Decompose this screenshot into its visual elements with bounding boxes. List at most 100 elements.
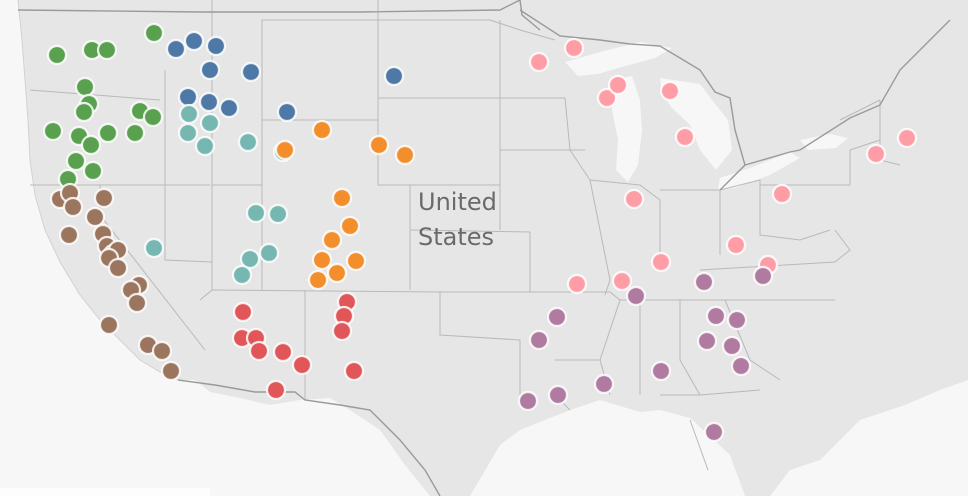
map-marker-teal-8[interactable]	[267, 203, 289, 225]
map-marker-brown-5[interactable]	[84, 206, 106, 228]
map-marker-purple-2[interactable]	[752, 265, 774, 287]
map-marker-orange-8[interactable]	[311, 249, 333, 271]
map-marker-orange-1[interactable]	[311, 119, 333, 141]
map-marker-blue-4[interactable]	[199, 59, 221, 81]
map-marker-orange-2[interactable]	[274, 139, 296, 161]
map-marker-orange-10[interactable]	[326, 262, 348, 284]
map-marker-red-8[interactable]	[272, 341, 294, 363]
map-marker-pink-9[interactable]	[771, 183, 793, 205]
map-marker-pink-11[interactable]	[725, 234, 747, 256]
map-marker-green-4[interactable]	[143, 22, 165, 44]
map-marker-purple-7[interactable]	[528, 329, 550, 351]
map-marker-green-10[interactable]	[42, 120, 64, 142]
map-marker-orange-5[interactable]	[331, 187, 353, 209]
map-marker-brown-3[interactable]	[62, 196, 84, 218]
map-marker-purple-5[interactable]	[705, 305, 727, 327]
map-marker-orange-7[interactable]	[321, 229, 343, 251]
map-marker-pink-12[interactable]	[650, 251, 672, 273]
map-marker-pink-5[interactable]	[659, 80, 681, 102]
map-marker-brown-12[interactable]	[107, 257, 129, 279]
map-marker-green-5[interactable]	[74, 76, 96, 98]
map-marker-purple-13[interactable]	[547, 384, 569, 406]
map-marker-orange-4[interactable]	[394, 144, 416, 166]
lake-erie	[718, 152, 800, 190]
map-marker-blue-8[interactable]	[198, 91, 220, 113]
map-marker-purple-9[interactable]	[721, 335, 743, 357]
map-marker-brown-18[interactable]	[151, 340, 173, 362]
map-marker-blue-9[interactable]	[218, 97, 240, 119]
map-marker-teal-11[interactable]	[239, 248, 261, 270]
pacific-coastline	[17, 0, 179, 381]
map-marker-blue-6[interactable]	[383, 65, 405, 87]
national-borders	[17, 0, 951, 496]
map-marker-pink-7[interactable]	[896, 127, 918, 149]
map-marker-purple-4[interactable]	[546, 306, 568, 328]
map-marker-teal-5[interactable]	[237, 131, 259, 153]
map-marker-brown-4[interactable]	[93, 187, 115, 209]
map-marker-purple-11[interactable]	[650, 360, 672, 382]
map-marker-red-6[interactable]	[331, 320, 353, 342]
map-marker-orange-9[interactable]	[345, 250, 367, 272]
map-marker-pink-1[interactable]	[528, 51, 550, 73]
map-marker-orange-11[interactable]	[307, 269, 329, 291]
map-marker-orange-6[interactable]	[339, 215, 361, 237]
map-marker-purple-15[interactable]	[703, 421, 725, 443]
map-marker-red-11[interactable]	[265, 379, 287, 401]
map-marker-teal-3[interactable]	[177, 122, 199, 144]
map-marker-blue-2[interactable]	[183, 30, 205, 52]
map-marker-green-1[interactable]	[46, 44, 68, 66]
map-marker-red-7[interactable]	[248, 340, 270, 362]
map-marker-teal-12[interactable]	[231, 264, 253, 286]
map-marker-teal-10[interactable]	[258, 242, 280, 264]
map-marker-blue-3[interactable]	[205, 35, 227, 57]
attribution-bar	[0, 488, 210, 496]
map-marker-teal-2[interactable]	[199, 112, 221, 134]
state-boundaries	[29, 0, 901, 471]
map-marker-purple-8[interactable]	[696, 330, 718, 352]
map-marker-orange-3[interactable]	[368, 134, 390, 156]
country-label-line2: States	[418, 223, 494, 251]
map-marker-green-9[interactable]	[142, 106, 164, 128]
map-marker-green-7[interactable]	[73, 101, 95, 123]
map-marker-brown-16[interactable]	[98, 314, 120, 336]
map-marker-blue-1[interactable]	[165, 38, 187, 60]
map-marker-teal-9[interactable]	[143, 237, 165, 259]
map-marker-green-13[interactable]	[80, 134, 102, 156]
map-marker-pink-4[interactable]	[607, 74, 629, 96]
map-marker-blue-7[interactable]	[177, 86, 199, 108]
map-markers[interactable]	[42, 22, 918, 443]
map-marker-pink-3[interactable]	[596, 87, 618, 109]
map-marker-red-1[interactable]	[232, 301, 254, 323]
map-marker-green-3[interactable]	[96, 39, 118, 61]
map-marker-brown-7[interactable]	[58, 224, 80, 246]
map-marker-purple-1[interactable]	[693, 271, 715, 293]
map-marker-purple-10[interactable]	[730, 355, 752, 377]
map-marker-blue-10[interactable]	[276, 101, 298, 123]
map-marker-purple-3[interactable]	[625, 285, 647, 307]
map-marker-green-12[interactable]	[97, 122, 119, 144]
map-marker-teal-1[interactable]	[178, 103, 200, 125]
map-marker-pink-8[interactable]	[865, 143, 887, 165]
map-marker-purple-12[interactable]	[593, 373, 615, 395]
map-marker-green-15[interactable]	[65, 150, 87, 172]
map-marker-brown-15[interactable]	[126, 292, 148, 314]
map-marker-green-14[interactable]	[124, 122, 146, 144]
map-marker-pink-2[interactable]	[563, 37, 585, 59]
map-marker-purple-6[interactable]	[726, 309, 748, 331]
map-marker-red-10[interactable]	[343, 360, 365, 382]
map-marker-purple-14[interactable]	[517, 390, 539, 412]
gulf-of-california	[210, 392, 300, 496]
map-marker-pink-6[interactable]	[674, 126, 696, 148]
map-marker-blue-5[interactable]	[240, 61, 262, 83]
map-marker-teal-4[interactable]	[194, 135, 216, 157]
map-marker-green-16[interactable]	[82, 160, 104, 182]
map-marker-pink-15[interactable]	[566, 273, 588, 295]
map-marker-teal-7[interactable]	[245, 202, 267, 224]
map-marker-red-9[interactable]	[291, 354, 313, 376]
map-marker-pink-10[interactable]	[623, 188, 645, 210]
lake-superior	[565, 42, 672, 76]
map-marker-brown-19[interactable]	[160, 360, 182, 382]
map-marker-pink-14[interactable]	[611, 270, 633, 292]
